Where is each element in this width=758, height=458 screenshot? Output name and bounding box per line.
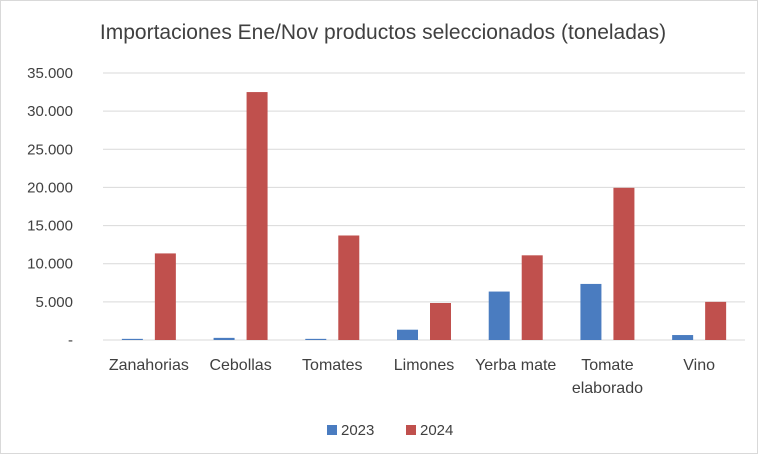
bar-2024-4 [521, 255, 543, 340]
y-tick-label: 30.000 [27, 103, 73, 120]
x-category-label: Cebollas [209, 357, 271, 374]
x-category-label: Limones [394, 357, 454, 374]
legend: 2023 2024 [327, 422, 453, 439]
bar-2024-2 [338, 235, 360, 340]
y-tick-label: 20.000 [27, 179, 73, 196]
bar-2024-1 [246, 92, 268, 340]
bar-2023-5 [580, 283, 602, 340]
bar-2023-1 [213, 337, 235, 340]
bar-2023-3 [397, 329, 418, 340]
bar-2023-0 [121, 338, 143, 340]
y-tick-label: 25.000 [27, 141, 73, 158]
legend-label: 2023 [341, 422, 374, 439]
y-tick-label: 5.000 [35, 294, 73, 311]
bar-2023-4 [488, 291, 510, 340]
bar-2024-3 [430, 303, 451, 340]
x-category-label: Yerba mate [475, 357, 556, 374]
bar-2023-6 [672, 335, 694, 340]
legend-swatch-2023 [327, 425, 337, 435]
bar-2024-0 [154, 253, 176, 340]
bar-2024-6 [705, 301, 727, 340]
x-axis-categories: Zanahorias Cebollas Tomates Limones Yerba ma… [109, 357, 715, 397]
x-category-label: Vino [683, 357, 715, 374]
x-category-label: elaborado [572, 380, 643, 397]
y-tick-label: 15.000 [27, 218, 73, 235]
x-category-label: Zanahorias [109, 357, 189, 374]
legend-swatch-2024 [406, 425, 416, 435]
x-category-label: Tomates [302, 357, 362, 374]
bars [121, 92, 727, 340]
y-tick-label: 35.000 [27, 65, 73, 82]
y-tick-label: - [68, 332, 73, 349]
bar-2023-2 [305, 338, 327, 340]
y-tick-label: 10.000 [27, 256, 73, 273]
y-axis-ticks: - 5.000 10.000 15.000 20.000 25.000 30.000 35.0… [27, 65, 73, 349]
bar-2024-5 [613, 187, 635, 340]
chart-title: Importaciones Ene/Nov productos seleccio… [100, 21, 666, 44]
legend-label: 2024 [420, 422, 453, 439]
gridlines [103, 72, 745, 341]
x-category-label: Tomate [581, 357, 634, 374]
